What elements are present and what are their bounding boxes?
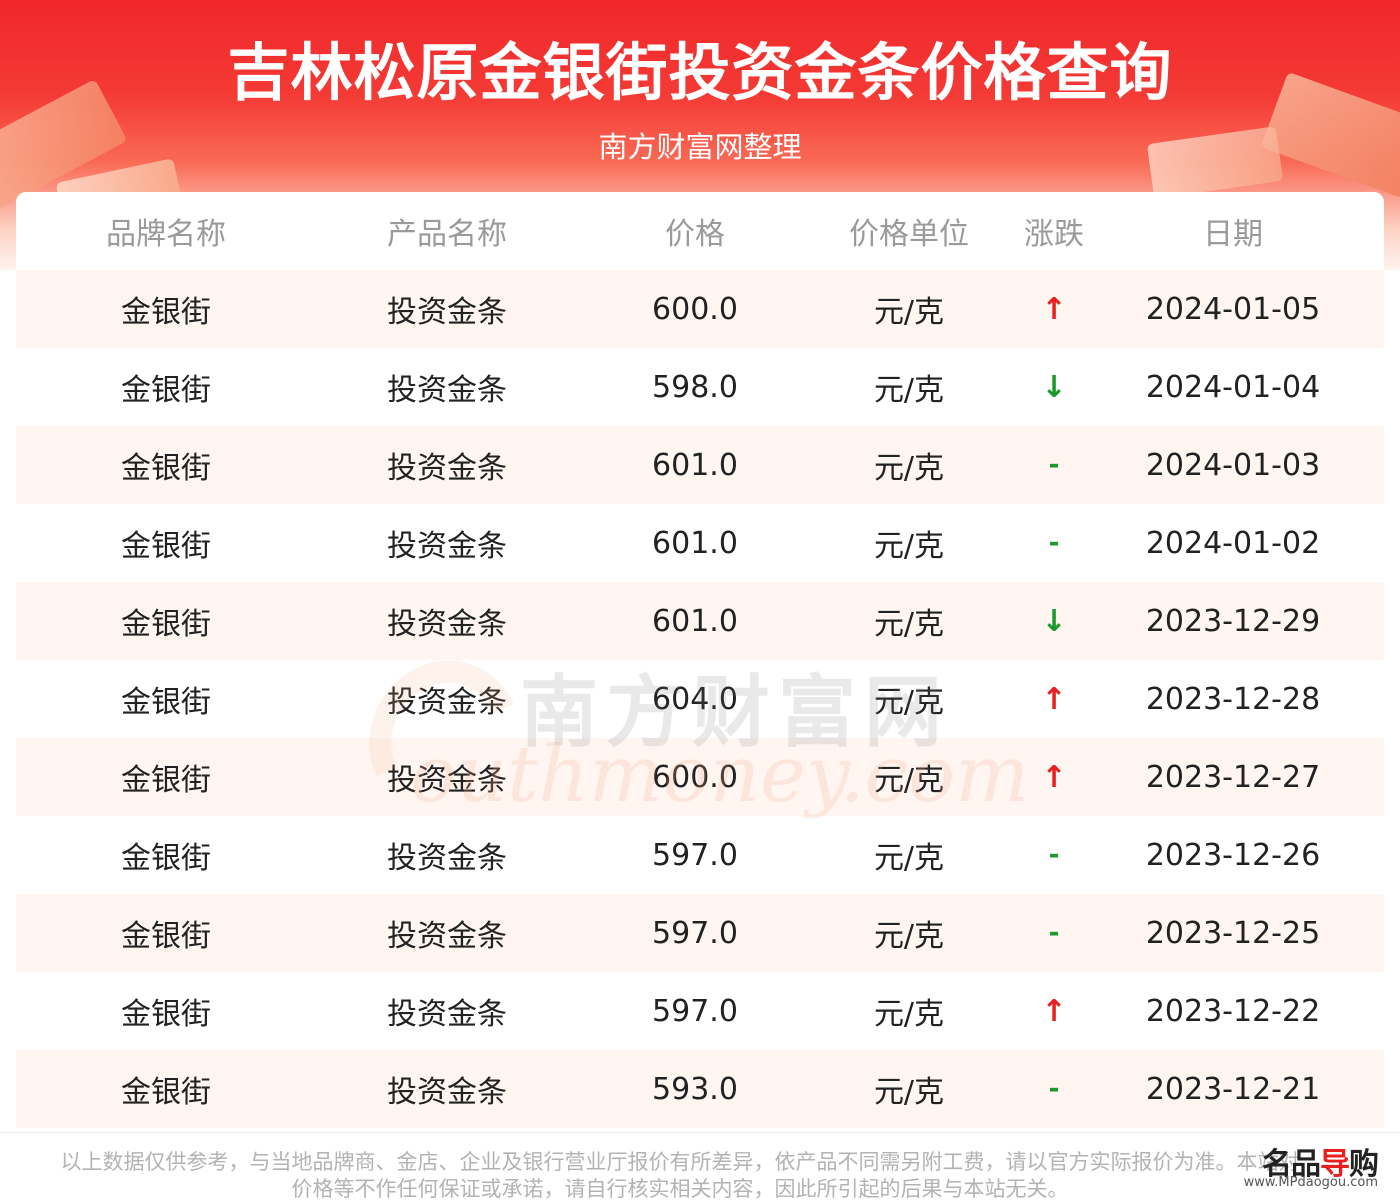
table-row: 金银街 投资金条 597.0 元/克 ↑ 2023-12-22: [16, 972, 1384, 1050]
table-row: 金银街 投资金条 604.0 元/克 ↑ 2023-12-28: [16, 660, 1384, 738]
cell-brand: 金银街: [121, 373, 211, 408]
cell-date: 2023-12-26: [1145, 837, 1321, 873]
page-subtitle: 南方财富网整理: [598, 130, 802, 164]
cell-price: 597.0: [652, 837, 738, 873]
cell-price: 597.0: [652, 993, 738, 1029]
cell-unit: 元/克: [873, 841, 945, 876]
cell-date: 2024-01-05: [1145, 291, 1321, 327]
cell-brand: 金银街: [121, 1075, 211, 1110]
cell-unit: 元/克: [873, 451, 945, 486]
cell-price: 600.0: [652, 291, 738, 327]
cell-brand: 金银街: [121, 763, 211, 798]
trend-flat-icon: -: [1048, 840, 1060, 870]
cell-price: 604.0: [652, 681, 738, 717]
cell-product: 投资金条: [387, 997, 507, 1032]
cell-price: 598.0: [652, 369, 738, 405]
price-table: 品牌名称 产品名称 价格 价格单位 涨跌 日期 金银街 投资金条 600.0 元/克 ↑…: [16, 192, 1384, 1132]
column-header-price: 价格: [665, 217, 725, 252]
trend-down-icon: ↓: [1041, 369, 1067, 405]
table-row: 金银街 投资金条 601.0 元/克 - 2024-01-02: [16, 504, 1384, 582]
trend-up-icon: ↑: [1041, 291, 1067, 327]
cell-price: 593.0: [652, 1071, 738, 1107]
cell-brand: 金银街: [121, 919, 211, 954]
cell-product: 投资金条: [387, 295, 507, 330]
cell-price: 601.0: [652, 525, 738, 561]
cell-product: 投资金条: [387, 607, 507, 642]
table-row: 金银街 投资金条 597.0 元/克 - 2023-12-25: [16, 894, 1384, 972]
table-row: 金银街 投资金条 601.0 元/克 - 2024-01-03: [16, 426, 1384, 504]
trend-up-icon: ↑: [1041, 681, 1067, 717]
cell-brand: 金银街: [121, 607, 211, 642]
column-header-product: 产品名称: [387, 217, 507, 252]
table-row: 金银街 投资金条 601.0 元/克 ↓ 2023-12-29: [16, 582, 1384, 660]
cell-brand: 金银街: [121, 451, 211, 486]
table-row: 金银街 投资金条 598.0 元/克 ↓ 2024-01-04: [16, 348, 1384, 426]
trend-up-icon: ↑: [1041, 759, 1067, 795]
cell-price: 600.0: [652, 759, 738, 795]
column-header-brand: 品牌名称: [106, 217, 226, 252]
table-row: 金银街 投资金条 600.0 元/克 ↑ 2024-01-05: [16, 270, 1384, 348]
table-row: 金银街 投资金条 600.0 元/克 ↑ 2023-12-27: [16, 738, 1384, 816]
cell-product: 投资金条: [387, 451, 507, 486]
disclaimer-text: 以上数据仅供参考，与当地品牌商、金店、企业及银行营业厅报价有所差异，依产品不同需…: [60, 1150, 1300, 1201]
cell-product: 投资金条: [387, 685, 507, 720]
cell-brand: 金银街: [121, 841, 211, 876]
logo-wordmark: 名品导购: [1262, 1147, 1379, 1182]
cell-unit: 元/克: [873, 295, 945, 330]
cell-price: 597.0: [652, 915, 738, 951]
cell-brand: 金银街: [121, 295, 211, 330]
cell-unit: 元/克: [873, 919, 945, 954]
trend-flat-icon: -: [1048, 1074, 1060, 1104]
table-row: 金银街 投资金条 597.0 元/克 - 2023-12-26: [16, 816, 1384, 894]
page-title: 吉林松原金银街投资金条价格查询: [227, 36, 1173, 109]
cell-date: 2023-12-28: [1145, 681, 1321, 717]
cell-date: 2024-01-02: [1145, 525, 1321, 561]
cell-date: 2023-12-29: [1145, 603, 1321, 639]
cell-date: 2023-12-22: [1145, 993, 1321, 1029]
cell-brand: 金银街: [121, 997, 211, 1032]
cell-unit: 元/克: [873, 373, 945, 408]
cell-date: 2024-01-04: [1145, 369, 1321, 405]
table-row: 金银街 投资金条 593.0 元/克 - 2023-12-21: [16, 1050, 1384, 1128]
column-header-trend: 涨跌: [1024, 217, 1084, 252]
cell-unit: 元/克: [873, 607, 945, 642]
table-header: 品牌名称 产品名称 价格 价格单位 涨跌 日期: [16, 192, 1384, 270]
footer: 以上数据仅供参考，与当地品牌商、金店、企业及银行营业厅报价有所差异，依产品不同需…: [0, 1132, 1400, 1203]
trend-down-icon: ↓: [1041, 603, 1067, 639]
cell-unit: 元/克: [873, 529, 945, 564]
trend-flat-icon: -: [1048, 450, 1060, 480]
logo-url: www.MPdaogou.com: [1243, 1175, 1378, 1190]
cell-product: 投资金条: [387, 529, 507, 564]
cell-date: 2024-01-03: [1145, 447, 1321, 483]
site-logo[interactable]: 名品导购 www.MPdaogou.com: [1244, 1139, 1379, 1197]
cell-product: 投资金条: [387, 841, 507, 876]
cell-product: 投资金条: [387, 919, 507, 954]
cell-unit: 元/克: [873, 685, 945, 720]
trend-flat-icon: -: [1048, 918, 1060, 948]
column-header-unit: 价格单位: [849, 217, 969, 252]
cell-unit: 元/克: [873, 763, 945, 798]
cell-brand: 金银街: [121, 685, 211, 720]
cell-unit: 元/克: [873, 1075, 945, 1110]
cell-unit: 元/克: [873, 997, 945, 1032]
cell-price: 601.0: [652, 603, 738, 639]
cell-date: 2023-12-27: [1145, 759, 1321, 795]
cell-date: 2023-12-21: [1145, 1071, 1321, 1107]
cell-price: 601.0: [652, 447, 738, 483]
trend-up-icon: ↑: [1041, 993, 1067, 1029]
cell-product: 投资金条: [387, 763, 507, 798]
cell-brand: 金银街: [121, 529, 211, 564]
cell-date: 2023-12-25: [1145, 915, 1321, 951]
column-header-date: 日期: [1203, 217, 1263, 252]
cell-product: 投资金条: [387, 373, 507, 408]
trend-flat-icon: -: [1048, 528, 1060, 558]
cell-product: 投资金条: [387, 1075, 507, 1110]
